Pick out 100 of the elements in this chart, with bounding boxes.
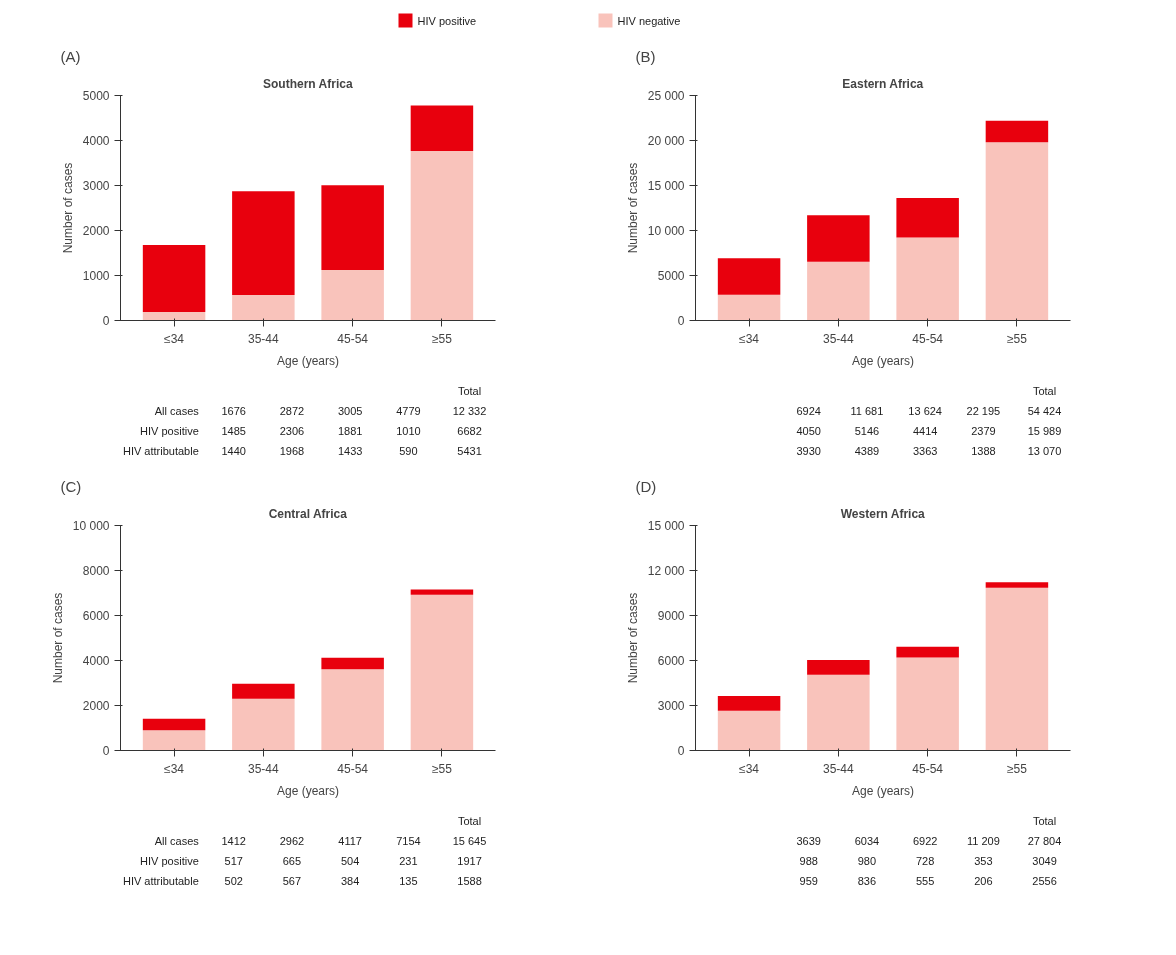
y-tick-label: 2000 (82, 698, 110, 713)
x-axis-title: Age (years) (276, 353, 340, 368)
text: 6034 (854, 834, 880, 847)
x-tick-label: 45-54 (912, 331, 944, 346)
text: 15 989 (1027, 424, 1062, 437)
text: 1388 (971, 444, 996, 457)
text: 567 (282, 874, 302, 887)
text: 15 645 (452, 834, 487, 847)
text: 4779 (396, 404, 421, 417)
text: Total (1032, 814, 1057, 827)
text: 3363 (912, 444, 938, 457)
text: 1588 (457, 874, 482, 887)
text: 590 (399, 444, 418, 457)
y-tick-label: 10 000 (72, 518, 110, 533)
text: HIV positive (140, 424, 199, 437)
legend-label: HIV negative (617, 14, 681, 27)
x-tick-label: ≤34 (164, 761, 185, 776)
chart-title: Western Africa (840, 506, 926, 521)
text: All cases (154, 404, 200, 417)
x-tick-label: 45-54 (912, 761, 944, 776)
x-tick-label: ≥55 (1006, 761, 1028, 776)
text: Total (457, 814, 482, 827)
text: 2962 (279, 834, 305, 847)
text: 13 070 (1027, 444, 1062, 457)
y-axis-title: Number of cases (625, 592, 640, 684)
y-tick-label: 0 (102, 743, 110, 758)
y-tick-label: 6000 (657, 653, 685, 668)
y-tick-label: 9000 (657, 608, 685, 623)
text: 4414 (912, 424, 938, 437)
text: 2306 (279, 424, 305, 437)
text: 5146 (854, 424, 880, 437)
text: Total (457, 384, 482, 397)
text: 384 (340, 874, 360, 887)
text: (C) (60, 477, 82, 495)
x-axis-title: Age (years) (851, 783, 915, 798)
text: 7154 (396, 834, 421, 847)
text: 6922 (912, 834, 938, 847)
y-tick-label: 3000 (657, 698, 685, 713)
y-tick-label: 15 000 (647, 518, 685, 533)
x-tick-label: ≥55 (431, 331, 453, 346)
x-tick-label: ≤34 (739, 331, 760, 346)
text: 504 (340, 854, 360, 867)
text: 1433 (337, 444, 363, 457)
text: 980 (857, 854, 877, 867)
text: 555 (915, 874, 935, 887)
y-tick-label: 5000 (657, 268, 685, 283)
text: 728 (915, 854, 935, 867)
y-tick-label: 0 (102, 314, 110, 328)
text: 3005 (337, 404, 363, 417)
text: 836 (857, 874, 877, 887)
x-tick-label: ≥55 (1006, 331, 1028, 346)
text: HIV attributable (122, 874, 199, 887)
text: (A) (60, 47, 81, 65)
x-tick-label: 35-44 (248, 761, 280, 776)
text: 6924 (796, 404, 821, 417)
y-tick-label: 1000 (82, 269, 110, 283)
text: (B) (635, 47, 656, 65)
x-tick-label: 35-44 (823, 331, 855, 346)
text: 1917 (457, 854, 482, 867)
y-tick-label: 25 000 (647, 88, 685, 103)
text: 231 (399, 854, 418, 867)
text: 5431 (457, 444, 482, 457)
text: (D) (635, 477, 657, 495)
text: HIV positive (140, 854, 199, 867)
text: 1485 (221, 424, 246, 437)
y-tick-label: 15 000 (647, 178, 685, 193)
y-tick-label: 0 (677, 743, 685, 758)
text: 27 804 (1027, 834, 1062, 847)
text: 54 424 (1027, 404, 1062, 417)
x-axis-title: Age (years) (276, 783, 340, 798)
text: 2872 (279, 404, 305, 417)
text: HIV attributable (122, 444, 199, 457)
text: 2556 (1032, 874, 1057, 887)
x-tick-label: 35-44 (823, 761, 855, 776)
text: 1440 (221, 444, 246, 457)
text: 206 (974, 874, 993, 887)
text: 959 (799, 874, 818, 887)
y-tick-label: 5000 (82, 89, 110, 103)
text: 1412 (221, 834, 246, 847)
y-tick-label: 4000 (82, 134, 110, 148)
y-tick-label: 8000 (82, 563, 110, 578)
text: 1010 (396, 424, 421, 437)
y-axis-title: Number of cases (625, 162, 640, 254)
y-tick-label: 4000 (82, 653, 110, 668)
text: 12 332 (452, 404, 487, 417)
text: 11 681 (850, 404, 884, 417)
y-tick-label: 2000 (82, 224, 110, 238)
text: 1881 (337, 424, 363, 437)
text: 11 209 (966, 834, 1000, 847)
text: 3049 (1032, 854, 1057, 867)
chart-title: Eastern Africa (842, 76, 924, 91)
y-axis-title: Number of cases (50, 592, 65, 684)
text: 665 (282, 854, 302, 867)
y-tick-label: 10 000 (647, 223, 685, 238)
x-tick-label: 35-44 (248, 331, 280, 346)
text: 13 624 (908, 404, 942, 417)
y-tick-label: 20 000 (647, 133, 685, 148)
y-tick-label: 3000 (82, 179, 110, 193)
text: 3639 (796, 834, 821, 847)
text: 502 (224, 874, 243, 887)
